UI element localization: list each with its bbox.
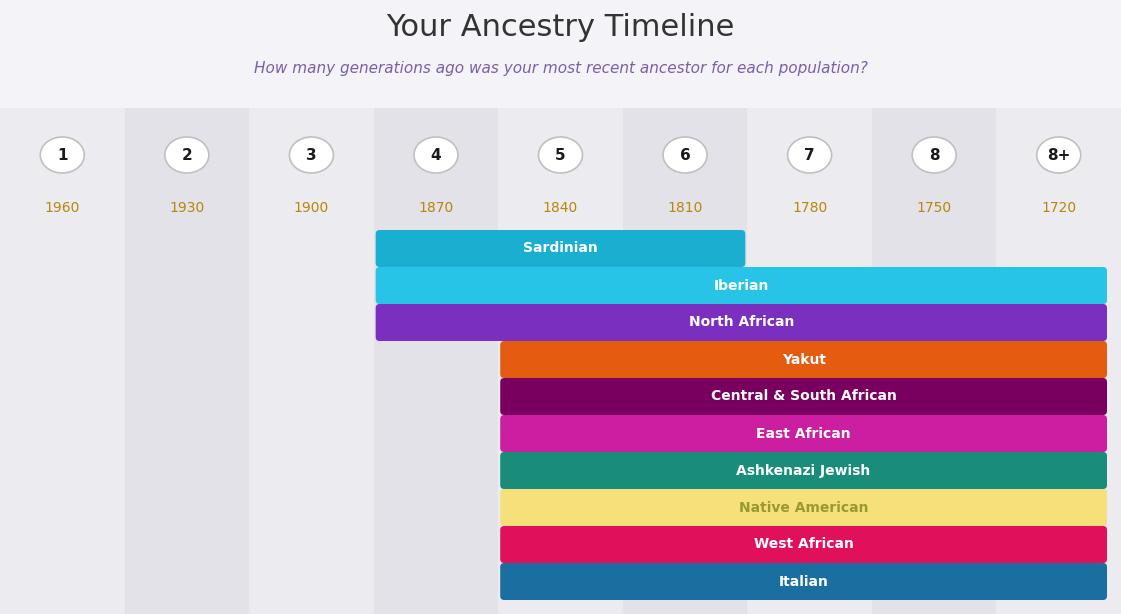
FancyBboxPatch shape xyxy=(500,415,1108,452)
FancyBboxPatch shape xyxy=(500,341,1108,378)
Text: Italian: Italian xyxy=(779,575,828,588)
Text: 1870: 1870 xyxy=(418,201,454,215)
FancyBboxPatch shape xyxy=(500,563,1108,600)
FancyBboxPatch shape xyxy=(500,489,1108,526)
Text: West African: West African xyxy=(753,537,853,551)
Text: 7: 7 xyxy=(804,147,815,163)
Text: 1750: 1750 xyxy=(917,201,952,215)
Ellipse shape xyxy=(40,137,84,173)
Text: 1900: 1900 xyxy=(294,201,330,215)
Text: 4: 4 xyxy=(430,147,442,163)
Text: 1780: 1780 xyxy=(791,201,827,215)
Bar xyxy=(124,108,249,614)
Ellipse shape xyxy=(538,137,583,173)
Text: 1960: 1960 xyxy=(45,201,80,215)
FancyBboxPatch shape xyxy=(500,526,1108,563)
Text: East African: East African xyxy=(757,427,851,440)
Bar xyxy=(0,108,124,614)
Text: 5: 5 xyxy=(555,147,566,163)
Text: North African: North African xyxy=(688,316,794,330)
Bar xyxy=(748,108,872,614)
FancyBboxPatch shape xyxy=(500,378,1108,415)
Text: 1840: 1840 xyxy=(543,201,578,215)
Text: Central & South African: Central & South African xyxy=(711,389,897,403)
Text: 2: 2 xyxy=(182,147,192,163)
Bar xyxy=(997,108,1121,614)
Text: 1810: 1810 xyxy=(667,201,703,215)
FancyBboxPatch shape xyxy=(376,304,1108,341)
Text: 8+: 8+ xyxy=(1047,147,1071,163)
Bar xyxy=(872,108,997,614)
Text: 1: 1 xyxy=(57,147,67,163)
Text: 3: 3 xyxy=(306,147,317,163)
Bar xyxy=(249,108,373,614)
Text: 1720: 1720 xyxy=(1041,201,1076,215)
Ellipse shape xyxy=(289,137,333,173)
Ellipse shape xyxy=(912,137,956,173)
Text: Your Ancestry Timeline: Your Ancestry Timeline xyxy=(387,14,734,42)
FancyBboxPatch shape xyxy=(376,267,1108,304)
Bar xyxy=(498,108,623,614)
FancyBboxPatch shape xyxy=(500,452,1108,489)
Text: 6: 6 xyxy=(679,147,691,163)
Ellipse shape xyxy=(1037,137,1081,173)
Text: Ashkenazi Jewish: Ashkenazi Jewish xyxy=(736,464,871,478)
Text: Native American: Native American xyxy=(739,500,869,515)
Ellipse shape xyxy=(663,137,707,173)
Ellipse shape xyxy=(414,137,458,173)
FancyBboxPatch shape xyxy=(376,230,745,267)
Text: 1930: 1930 xyxy=(169,201,204,215)
Text: How many generations ago was your most recent ancestor for each population?: How many generations ago was your most r… xyxy=(253,61,868,76)
Text: Iberian: Iberian xyxy=(714,279,769,292)
Text: 8: 8 xyxy=(929,147,939,163)
Ellipse shape xyxy=(165,137,209,173)
Bar xyxy=(623,108,748,614)
Ellipse shape xyxy=(788,137,832,173)
Text: Sardinian: Sardinian xyxy=(524,241,597,255)
Text: Yakut: Yakut xyxy=(781,352,825,367)
Bar xyxy=(373,108,498,614)
